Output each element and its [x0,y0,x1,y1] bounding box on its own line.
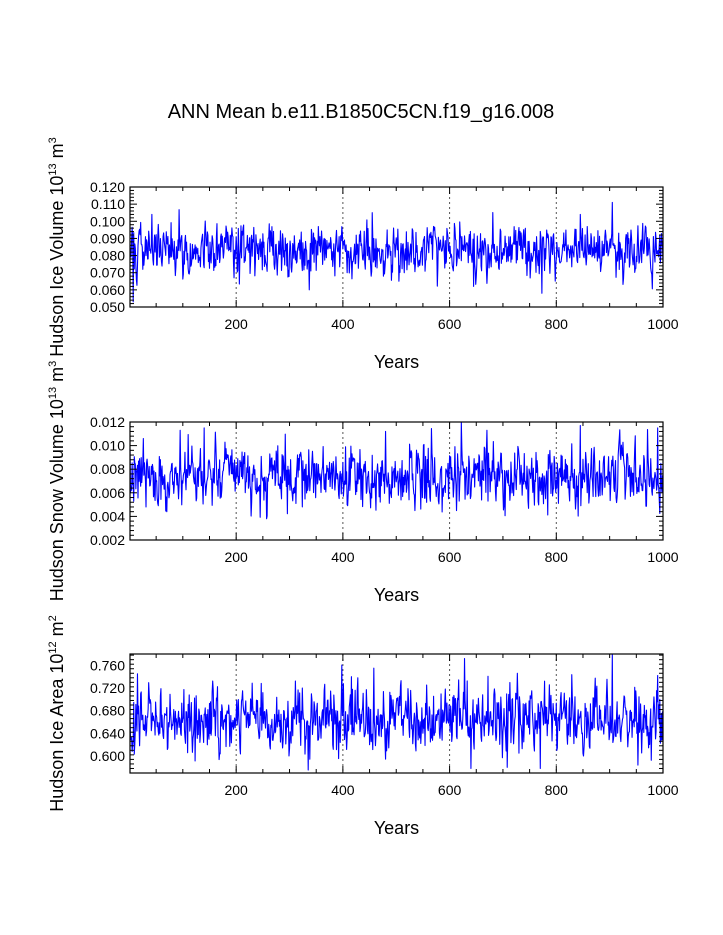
y-tick-label: 0.012 [90,414,125,430]
chart-title: ANN Mean b.e11.B1850C5CN.f19_g16.008 [168,101,555,123]
x-tick-label: 1000 [647,549,678,565]
x-tick-label: 400 [331,316,355,332]
x-tick-label: 200 [224,782,248,798]
y-tick-label: 0.050 [90,299,125,315]
series-line [129,201,664,303]
panel-hudson-ice-area: 200 400 600 800 1000 0.600 0.640 0.680 0.720 0.76… [47,615,679,838]
y-tick-label: 0.720 [90,680,125,696]
series-line [129,421,664,520]
x-tick-label: 800 [545,549,569,565]
x-tick-label: 200 [224,316,248,332]
y-axis-label: Hudson Ice Volume 1013 m3 [47,137,67,357]
y-tick-label: 0.080 [90,248,125,264]
y-tick-label: 0.680 [90,703,125,719]
y-tick-label: 0.006 [90,485,125,501]
y-axis-label: Hudson Snow Volume 1013 m3 [47,361,67,602]
series-line [129,653,664,771]
x-axis-label: Years [374,818,419,838]
y-tick-label: 0.060 [90,282,125,298]
x-tick-label: 600 [438,549,462,565]
x-axis-label: Years [374,352,419,372]
x-tick-label: 400 [331,549,355,565]
x-tick-label: 1000 [647,782,678,798]
y-tick-label: 0.002 [90,532,125,548]
y-tick-label: 0.004 [90,508,125,524]
x-axis-label: Years [374,585,419,605]
y-tick-label: 0.640 [90,725,125,741]
y-tick-label: 0.100 [90,213,125,229]
y-tick-label: 0.008 [90,461,125,477]
x-tick-label: 200 [224,549,248,565]
x-tick-label: 800 [545,782,569,798]
y-tick-label: 0.110 [91,196,125,212]
y-axis-label: Hudson Ice Area 1012 m2 [47,615,67,811]
y-tick-label: 0.010 [90,438,125,454]
x-tick-label: 600 [438,316,462,332]
y-tick-label: 0.600 [90,748,125,764]
x-tick-label: 800 [545,316,569,332]
x-tick-label: 600 [438,782,462,798]
x-tick-label: 1000 [647,316,678,332]
y-tick-label: 0.120 [90,179,125,195]
y-tick-label: 0.760 [90,657,125,673]
y-tick-label: 0.090 [90,230,125,246]
panel-hudson-snow-volume: 200 400 600 800 1000 0.002 0.004 0.006 0.008 0.01… [47,361,679,605]
x-tick-label: 400 [331,782,355,798]
y-tick-label: 0.070 [90,265,125,281]
